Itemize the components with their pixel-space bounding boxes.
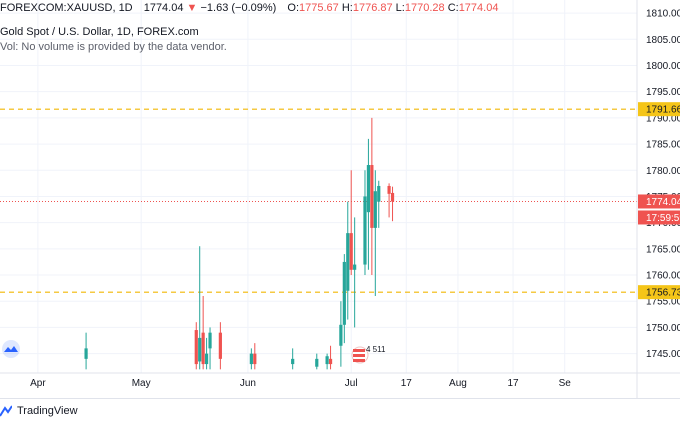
countdown-label: 17:59:59 (646, 213, 680, 224)
horizontal-levels (0, 108, 637, 293)
x-tick-label: Se (559, 378, 572, 389)
y-tick-label: 1760.00 (646, 271, 680, 282)
resistance-price-box (638, 102, 680, 117)
high-value: 1776.87 (352, 2, 393, 14)
support-price-box (638, 285, 680, 300)
x-tick-label: Jun (240, 378, 256, 389)
time-axis[interactable]: Apr May Jun Jul 17 Aug 17 Se (30, 378, 571, 389)
candle-body[interactable] (208, 332, 212, 349)
y-tick-label: 1765.00 (646, 244, 680, 255)
candle-body[interactable] (366, 165, 371, 213)
y-tick-label: 1800.00 (646, 61, 680, 72)
last-price-label: 1774.04 (646, 197, 680, 208)
y-tick-label: 1795.00 (646, 87, 680, 98)
x-tick-label: Apr (30, 378, 46, 389)
candle-body[interactable] (218, 332, 222, 359)
volume-note: Vol: No volume is provided by the data v… (0, 41, 227, 53)
change-arrow-icon: ▼ (186, 2, 198, 14)
candle-body[interactable] (204, 353, 209, 365)
candle-body[interactable] (198, 337, 202, 362)
y-tick-label: 1810.00 (646, 9, 680, 20)
price-axis[interactable]: 1810.00 1805.00 1800.00 1795.00 1790.00 1785.… (646, 9, 680, 361)
price-change: −1.63 (−0.09%) (200, 2, 277, 14)
price-boxes: 1791.66 1774.04 17:59:59 1756.73 (638, 102, 680, 300)
y-tick-label: 1785.00 (646, 140, 680, 151)
x-tick-label: May (132, 378, 151, 389)
candle-body[interactable] (194, 330, 198, 365)
symbol-name[interactable]: FOREXCOM:XAUUSD, 1D (0, 2, 133, 14)
tradingview-logo[interactable]: TradingView (0, 405, 78, 417)
y-tick-label: 1805.00 (646, 35, 680, 46)
candle-body[interactable] (325, 356, 329, 365)
symbol-header: FOREXCOM:XAUUSD, 1D 1774.04 ▼ −1.63 (−0.… (0, 2, 498, 14)
candle-body[interactable] (373, 191, 377, 228)
y-tick-label: 1745.00 (646, 349, 680, 360)
candle-body[interactable] (349, 233, 353, 270)
event-flag-icon[interactable]: 4 511 (351, 345, 386, 364)
countdown-box (638, 210, 680, 225)
candle-body[interactable] (390, 192, 395, 202)
y-tick-label: 1780.00 (646, 166, 680, 177)
candle-body[interactable] (363, 196, 367, 265)
candle-body[interactable] (328, 358, 333, 365)
low-value: 1770.28 (404, 2, 445, 14)
tradingview-logo-icon (0, 405, 12, 417)
candle-body[interactable] (339, 324, 343, 346)
support-price-label: 1756.73 (646, 288, 680, 299)
close-value: 1774.04 (458, 2, 499, 14)
grid (0, 0, 637, 373)
resistance-price-label: 1791.66 (646, 105, 680, 116)
low-label: L: (395, 2, 405, 14)
price-chart[interactable]: 1810.00 1805.00 1800.00 1795.00 1790.00 1785.… (0, 0, 680, 398)
candles (84, 117, 395, 370)
candle-body[interactable] (315, 358, 319, 367)
cloud-badge-icon[interactable] (0, 340, 22, 358)
candle-body[interactable] (387, 185, 391, 194)
event-marker-label: 4 511 (366, 345, 386, 354)
candle-body[interactable] (370, 165, 374, 228)
candle-body[interactable] (253, 353, 257, 365)
candle-body[interactable] (249, 353, 253, 365)
brand-name: TradingView (17, 405, 78, 417)
open-label: O: (287, 2, 300, 14)
y-tick-label: 1755.00 (646, 297, 680, 308)
last-price-box (638, 194, 680, 209)
x-tick-label: 17 (401, 378, 413, 389)
candle-body[interactable] (291, 358, 295, 365)
open-value: 1775.67 (299, 2, 339, 14)
candle-body[interactable] (346, 233, 350, 291)
x-tick-label: Jul (345, 378, 358, 389)
y-tick-label: 1790.00 (646, 113, 680, 124)
candle-body[interactable] (201, 332, 205, 365)
close-label: C: (447, 2, 459, 14)
chart-subtitle: Gold Spot / U.S. Dollar, 1D, FOREX.com (0, 26, 199, 38)
footer: TradingView (0, 398, 680, 426)
last-price: 1774.04 (143, 2, 184, 14)
candle-body[interactable] (342, 261, 346, 325)
candle-body[interactable] (84, 348, 88, 359)
x-tick-label: Aug (449, 378, 467, 389)
candle-body[interactable] (353, 264, 357, 270)
y-tick-label: 1750.00 (646, 323, 680, 334)
high-label: H: (341, 2, 353, 14)
candle-body[interactable] (377, 185, 381, 202)
x-tick-label: 17 (507, 378, 519, 389)
